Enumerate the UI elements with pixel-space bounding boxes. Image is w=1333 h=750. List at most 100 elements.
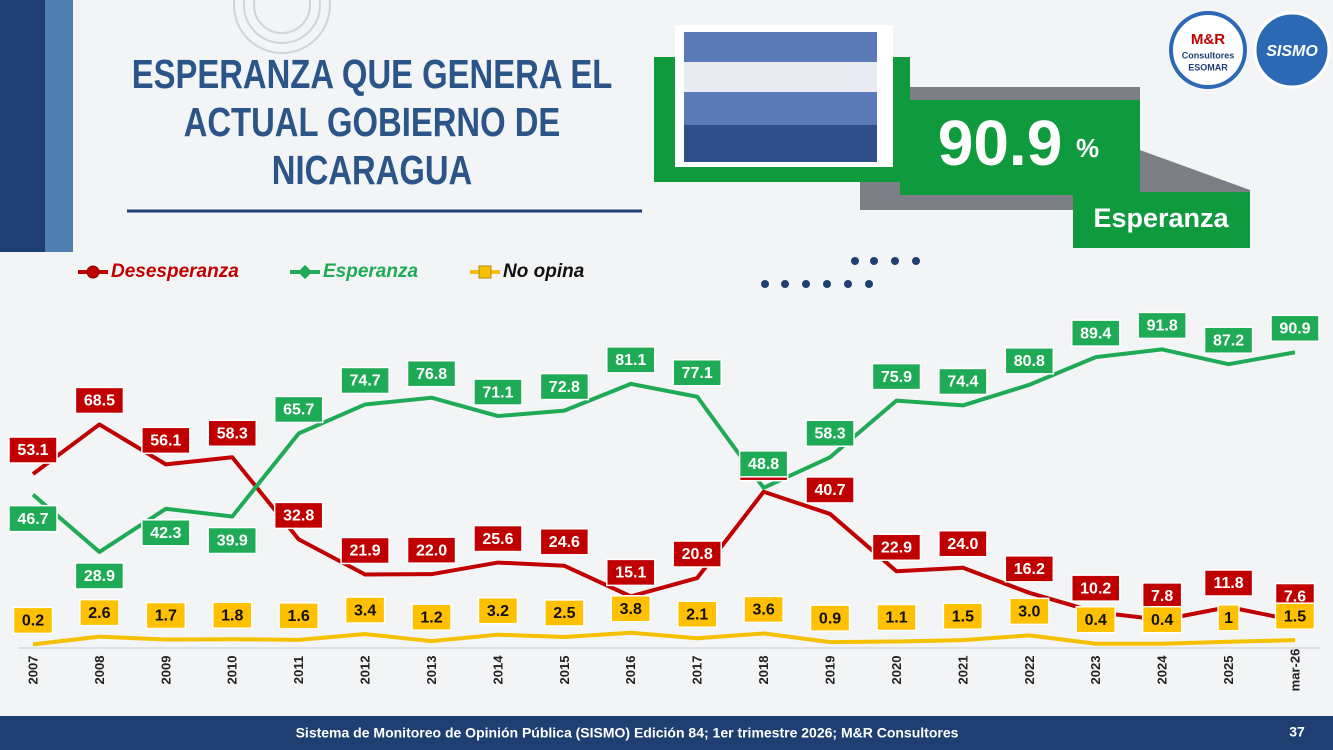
data-label: 1.2 — [420, 609, 442, 626]
data-label: 87.2 — [1213, 332, 1244, 349]
data-label: 72.8 — [549, 379, 580, 396]
data-label-box — [1070, 574, 1121, 602]
data-label-box — [207, 526, 258, 555]
data-label: 22.0 — [416, 542, 447, 559]
data-label-box — [141, 519, 191, 547]
data-label-box — [74, 562, 125, 590]
data-label-box — [539, 372, 590, 401]
data-label-box — [871, 362, 922, 391]
data-label-box — [145, 601, 187, 630]
data-label: 76.8 — [416, 366, 447, 383]
x-tick-label: 2016 — [623, 656, 638, 685]
data-label: 40.7 — [814, 482, 845, 499]
data-label: 24.6 — [549, 534, 580, 551]
data-label: 1 — [1224, 610, 1233, 627]
data-label-box — [672, 358, 722, 387]
data-label-box — [1217, 604, 1240, 632]
x-tick-label: 2011 — [291, 656, 306, 684]
data-label-box — [539, 528, 590, 556]
data-label-box — [1070, 319, 1121, 347]
data-label: 3.8 — [620, 601, 642, 618]
data-label-box — [544, 599, 585, 627]
data-label-box — [938, 529, 988, 558]
data-label: 15.1 — [615, 565, 646, 582]
legend-label: No opina — [503, 261, 585, 282]
data-label-box — [809, 604, 851, 632]
data-label-box — [942, 602, 984, 630]
decor-circle — [243, 0, 321, 44]
data-label-box — [74, 386, 125, 415]
highlight-label: Esperanza — [1093, 203, 1229, 233]
data-label: 46.7 — [17, 511, 48, 528]
data-label: 7.8 — [1151, 588, 1173, 605]
data-label-box — [1137, 311, 1187, 340]
data-label: 11.8 — [1213, 575, 1243, 592]
data-label: 0.4 — [1151, 612, 1173, 629]
data-label: 28.9 — [84, 568, 115, 585]
data-label: 2.5 — [553, 605, 575, 622]
data-label-box — [406, 359, 457, 388]
data-label-box — [606, 558, 656, 587]
data-label: 1.5 — [1284, 608, 1306, 625]
series-line — [31, 347, 1296, 554]
data-label: 90.9 — [1279, 321, 1310, 338]
data-label-box — [610, 595, 652, 623]
photo-lower — [684, 125, 877, 162]
legend-label: Desesperanza — [111, 261, 239, 282]
logo-sismo — [1253, 11, 1331, 89]
data-label-box — [8, 436, 58, 464]
logo-esomar: ESOMAR — [1188, 62, 1228, 72]
data-label: 75.9 — [881, 369, 912, 386]
x-tick-label: 2018 — [756, 656, 771, 685]
data-label: 1.7 — [155, 608, 177, 625]
footer-text: Sistema de Monitoreo de Opinión Pública … — [296, 725, 959, 741]
highlight-box — [900, 100, 1140, 195]
data-label-box — [12, 606, 54, 635]
data-label: 16.2 — [1014, 561, 1045, 578]
data-label: 10.2 — [1080, 580, 1111, 597]
data-label: 3.2 — [487, 603, 509, 620]
data-label-box — [278, 602, 319, 630]
decor-circle — [253, 0, 311, 34]
data-label-box — [1004, 555, 1055, 583]
side-bar — [0, 0, 45, 252]
data-label-box — [212, 601, 253, 629]
x-tick-label: 2014 — [490, 655, 505, 685]
data-label-box — [8, 504, 58, 533]
decor-circle — [233, 0, 331, 54]
x-tick-label: 2021 — [955, 656, 970, 685]
data-label: 65.7 — [283, 402, 314, 419]
data-label-box — [871, 533, 922, 562]
data-label-box — [1141, 605, 1183, 634]
data-label: 22.9 — [881, 539, 912, 556]
data-label: 58.3 — [217, 425, 248, 442]
data-label-box — [743, 595, 784, 624]
data-label: 56.1 — [150, 433, 181, 450]
data-label-box — [1009, 597, 1050, 626]
x-tick-label: 2025 — [1221, 656, 1236, 685]
data-label-box — [207, 419, 258, 448]
decor-dots — [761, 257, 920, 288]
data-label-box — [406, 536, 457, 564]
data-label-box — [938, 367, 988, 396]
data-label: 77.1 — [682, 365, 713, 382]
x-tick-label: 2023 — [1088, 656, 1103, 685]
data-label: 39.9 — [217, 533, 248, 550]
data-label-box — [141, 426, 191, 455]
x-tick-label: 2010 — [225, 656, 240, 685]
data-label-box — [273, 501, 324, 530]
data-label: 1.6 — [288, 608, 310, 625]
data-label-box — [473, 378, 523, 406]
data-label-box — [1004, 347, 1055, 375]
legend-marker — [297, 264, 313, 280]
data-label: 1.5 — [952, 608, 974, 625]
data-label: 3.6 — [753, 602, 775, 619]
data-label: 74.7 — [350, 373, 381, 390]
logo-mr-sub: Consultores — [1182, 50, 1235, 60]
x-tick-label: 2020 — [889, 656, 904, 685]
x-tick-label: 2013 — [424, 656, 439, 685]
data-label: 2.1 — [686, 606, 708, 623]
data-label-box — [411, 603, 452, 631]
data-label: 53.1 — [17, 442, 48, 459]
